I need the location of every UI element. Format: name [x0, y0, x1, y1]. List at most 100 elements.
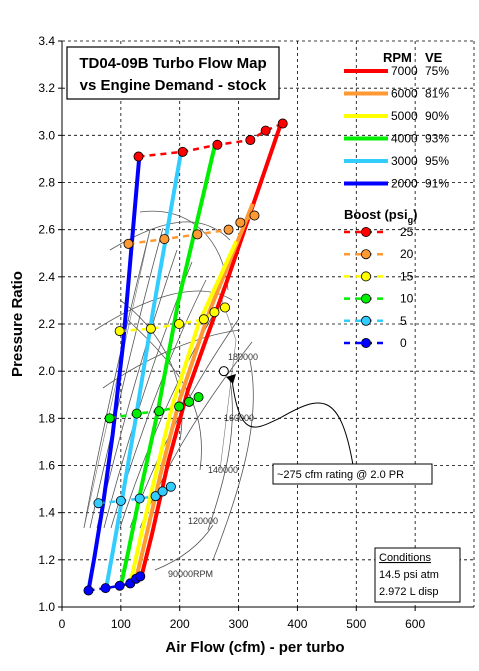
- y-tick-label: 2.4: [38, 270, 55, 284]
- rpm-series-3000: [104, 149, 184, 589]
- legend-boost-label-15: 15: [400, 269, 414, 283]
- legend-boost-label-25: 25: [400, 225, 414, 239]
- boost-point-20: [159, 234, 170, 245]
- boost-point-25: [245, 135, 256, 146]
- rpm-series-2000: [86, 158, 142, 591]
- legend-ve-label-7000: 75%: [425, 64, 449, 78]
- x-tick-label: 500: [346, 617, 366, 631]
- boost-point-5: [157, 486, 168, 497]
- x-axis-title: Air Flow (cfm) - per turbo: [165, 639, 344, 656]
- boost-point-25: [277, 118, 288, 129]
- legend-rpm-label-4000: 4000: [391, 132, 418, 146]
- x-tick-label: 600: [405, 617, 425, 631]
- boost-point-20: [235, 217, 246, 228]
- y-axis-title: Pressure Ratio: [9, 271, 26, 377]
- x-tick-label: 100: [111, 617, 131, 631]
- legend-boost-label-20: 20: [400, 247, 414, 261]
- legend-rpm-header: RPM: [383, 50, 412, 65]
- legend-ve-label-2000: 91%: [425, 177, 449, 191]
- x-tick-label: 0: [59, 617, 66, 631]
- x-tick-label: 200: [170, 617, 190, 631]
- boost-point-10: [184, 396, 195, 407]
- rating-marker: [218, 366, 229, 377]
- boost-point-25: [177, 146, 188, 157]
- chart-title-line-1: TD04-09B Turbo Flow Map: [79, 55, 266, 72]
- rpm-series-5000: [128, 240, 239, 582]
- boost-point-10: [174, 401, 185, 412]
- chart-title-box: TD04-09B Turbo Flow Map vs Engine Demand…: [66, 46, 280, 100]
- legend-boost-header-text: Boost (psi: [344, 207, 408, 222]
- boost-point-25: [133, 151, 144, 162]
- boost-point-0: [100, 583, 111, 594]
- map-label-90000rpm: 90000RPM: [168, 569, 213, 579]
- legend-boost-label-10: 10: [400, 292, 414, 306]
- annotation-arrow: [231, 379, 354, 466]
- conditions-line-1: 14.5 psi atm: [379, 569, 439, 581]
- boost-point-15: [209, 307, 220, 318]
- grid-layer: [62, 40, 475, 607]
- boost-point-25: [260, 125, 271, 136]
- boost-point-20: [123, 238, 134, 249]
- boost-point-0: [135, 571, 146, 582]
- y-tick-label: 2.8: [38, 176, 55, 190]
- boost-point-25: [212, 139, 223, 150]
- y-tick-label: 1.6: [38, 459, 55, 473]
- legend-boost-header-close: ): [413, 207, 417, 222]
- rpm-series-4000: [118, 144, 217, 587]
- annotation-text: ~275 cfm rating @ 2.0 PR: [277, 469, 404, 481]
- legend-boost-label-5: 5: [400, 314, 407, 328]
- map-label-160000: 160000: [224, 413, 254, 423]
- legend-boost-header-sub: g: [408, 215, 414, 225]
- boost-points-layer: [83, 118, 288, 596]
- map-label-140000: 140000: [208, 465, 238, 475]
- map-label-120000: 120000: [188, 516, 218, 526]
- legend-ve-label-5000: 90%: [425, 109, 449, 123]
- title-frame: [66, 46, 280, 100]
- boost-point-0: [114, 580, 125, 591]
- legend-boost-marker-20: [360, 249, 371, 260]
- boost-point-10: [131, 408, 142, 419]
- chart-title-line-2: vs Engine Demand - stock: [80, 77, 267, 94]
- y-tick-label: 2.2: [38, 317, 55, 331]
- legend-boost-label-0: 0: [400, 336, 407, 350]
- y-tick-label: 2.6: [38, 223, 55, 237]
- legend-boost-header: Boost (psig): [344, 207, 417, 225]
- legend-boost-marker-5: [360, 315, 371, 326]
- y-tick-label: 1.2: [38, 553, 55, 567]
- legend-ve-label-3000: 95%: [425, 154, 449, 168]
- y-tick-label: 1.4: [38, 506, 55, 520]
- axes-layer: 0 100 200 300 400 500 6001.01.21.41.61.82.02.2…: [38, 34, 474, 631]
- conditions-box: Conditions 14.5 psi atm 2.972 L disp: [374, 547, 461, 603]
- rpm-legend: RPM VE 7000 75% 6000 81% 5000 90% 4000 93% 3000 9…: [344, 50, 449, 191]
- rpm-series-6000: [134, 202, 255, 580]
- boost-point-20: [249, 210, 260, 221]
- boost-point-10: [154, 406, 165, 417]
- boost-point-20: [192, 229, 203, 240]
- y-tick-label: 1.0: [38, 600, 55, 614]
- rpm-series-layer: [86, 122, 283, 591]
- boost-point-10: [104, 413, 115, 424]
- boost-point-5: [165, 481, 176, 492]
- legend-boost-marker-10: [360, 293, 371, 304]
- legend-boost-marker-25: [360, 226, 371, 237]
- conditions-line-2: 2.972 L disp: [379, 586, 439, 598]
- y-tick-label: 3.4: [38, 34, 55, 48]
- rating-annotation: ~275 cfm rating @ 2.0 PR: [218, 366, 433, 485]
- boost-point-10: [193, 392, 204, 403]
- y-tick-label: 3.2: [38, 81, 55, 95]
- x-tick-label: 400: [287, 617, 307, 631]
- legend-rpm-label-6000: 6000: [391, 87, 418, 101]
- legend-ve-label-4000: 93%: [425, 132, 449, 146]
- x-tick-label: 300: [229, 617, 249, 631]
- boost-point-20: [223, 224, 234, 235]
- boost-point-15: [198, 314, 209, 325]
- conditions-frame: [374, 547, 461, 603]
- boost-point-15: [220, 302, 231, 313]
- boost-point-5: [115, 495, 126, 506]
- boost-point-0: [83, 585, 94, 596]
- boost-point-15: [145, 323, 156, 334]
- map-label-180000: 180000: [228, 352, 258, 362]
- boost-point-5: [150, 491, 161, 502]
- legend-rpm-label-2000: 2000: [391, 177, 418, 191]
